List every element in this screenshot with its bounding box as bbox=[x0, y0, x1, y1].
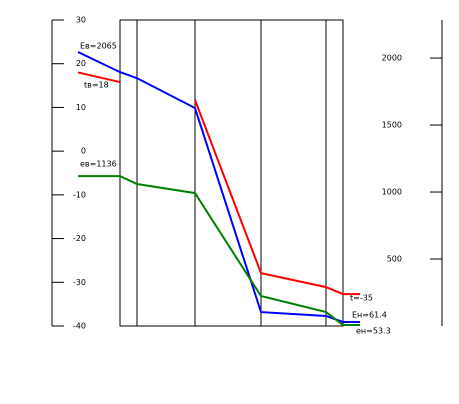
annotation: Eн=61.4 bbox=[352, 311, 387, 320]
y-tick-label: 30 bbox=[76, 16, 86, 25]
y2-tick-label: 2000 bbox=[382, 54, 402, 63]
y-tick-label: -10 bbox=[73, 190, 86, 199]
y-tick-label: 10 bbox=[76, 103, 86, 112]
series-line bbox=[77, 51, 360, 323]
y-tick-label: 0 bbox=[81, 147, 86, 156]
y2-tick-label: 500 bbox=[387, 255, 402, 264]
y-tick-label: 20 bbox=[76, 59, 86, 68]
annotation: tв=18 bbox=[84, 81, 109, 90]
y-tick-label: -30 bbox=[73, 278, 86, 287]
annotation: eв=1136 bbox=[80, 160, 117, 169]
y-tick-label: -40 bbox=[73, 322, 86, 331]
y2-tick-label: 1000 bbox=[382, 188, 402, 197]
y-tick-label: -20 bbox=[73, 234, 86, 243]
y2-tick-label: 1500 bbox=[382, 121, 402, 130]
series-line bbox=[78, 175, 360, 327]
annotation: eн=53.3 bbox=[356, 327, 391, 336]
annotation: Eв=2065 bbox=[80, 42, 117, 51]
annotation: t=-35 bbox=[350, 294, 373, 303]
series-line bbox=[77, 71, 360, 296]
wall-frame bbox=[119, 19, 344, 327]
